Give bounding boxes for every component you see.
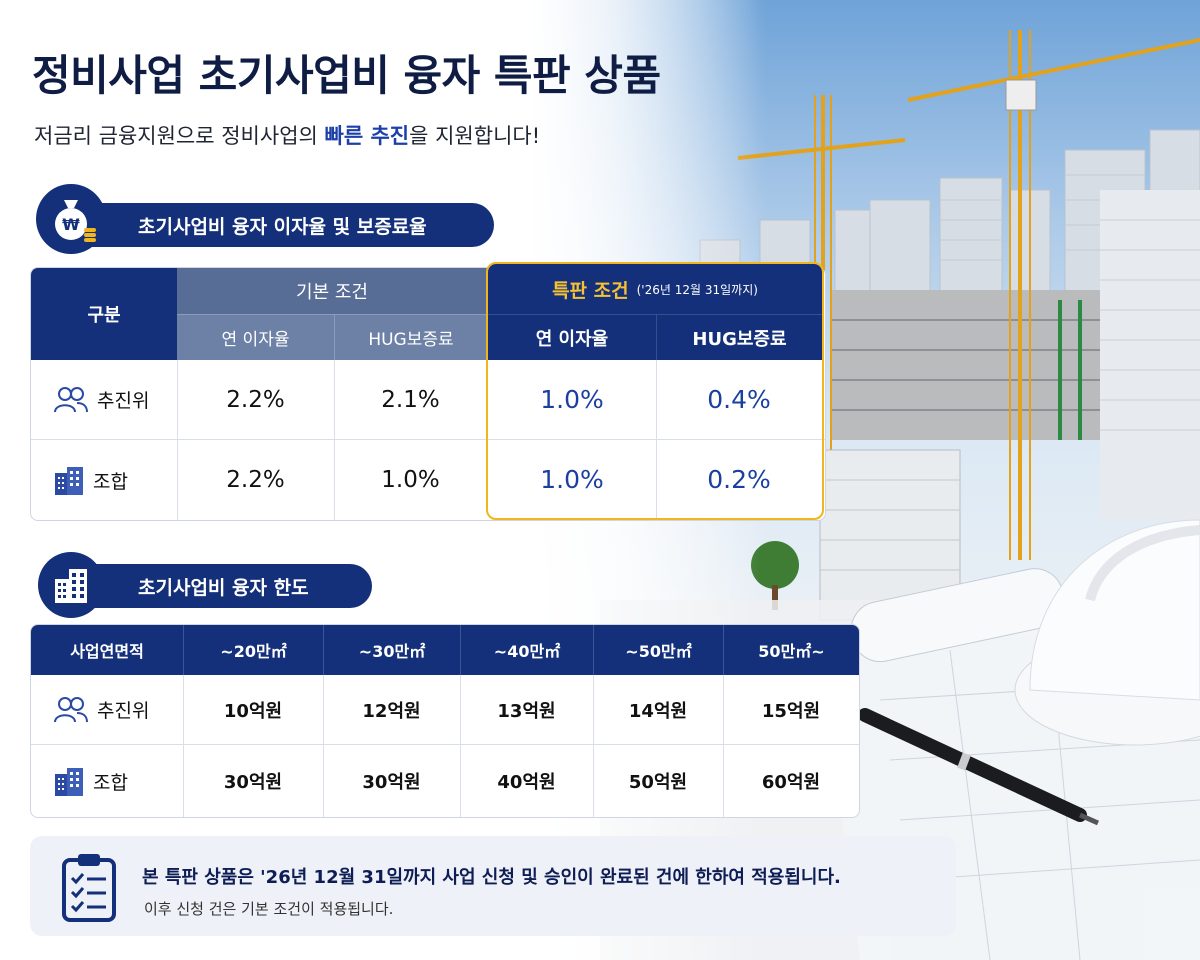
union-special-rate: 1.0% <box>540 464 604 494</box>
limit-value: 13억원 <box>497 700 556 722</box>
limit-header-area: 사업연면적 <box>31 625 183 675</box>
limit-header-40: ~40만㎡ <box>460 625 593 675</box>
building-icon <box>38 552 104 618</box>
money-bag-icon: ₩ <box>36 184 106 254</box>
header-special-rate: 연 이자율 <box>488 314 656 360</box>
limit-header-50: ~50만㎡ <box>593 625 723 675</box>
building-icon <box>55 467 83 495</box>
people-icon <box>54 386 88 412</box>
rate-row-union-label: 조합 <box>31 440 177 520</box>
limit-row-union-label: 조합 <box>31 745 183 817</box>
limit-value: 50억원 <box>628 772 688 793</box>
limit-value: 15억원 <box>761 700 821 722</box>
row-label: 추진위 <box>97 700 150 722</box>
limit-row-committee-label: 추진위 <box>31 675 183 744</box>
notice-sub-text: 이후 신청 건은 기본 조건이 적용됩니다. <box>144 900 394 918</box>
limit-value: 60억원 <box>761 772 821 793</box>
section1-title: 초기사업비 융자 이자율 및 보증료율 <box>138 215 427 238</box>
header-special-fee: HUG보증료 <box>656 314 822 360</box>
committee-special-fee: 0.4% <box>707 385 771 414</box>
subtitle-highlight: 빠른 추진 <box>324 124 410 148</box>
limit-value: 10억원 <box>223 700 283 722</box>
clipboard-checklist-icon <box>62 854 116 922</box>
limit-header-50plus: 50만㎡~ <box>723 625 859 675</box>
header-basic-group: 기본 조건 <box>177 268 487 314</box>
committee-basic-rate: 2.2% <box>226 386 285 413</box>
header-category: 구분 <box>31 268 177 360</box>
won-symbol: ₩ <box>62 215 80 234</box>
people-icon <box>54 696 88 722</box>
limit-value: 14억원 <box>628 700 688 722</box>
section2-title: 초기사업비 융자 한도 <box>138 576 309 599</box>
header-basic-rate: 연 이자율 <box>177 314 334 360</box>
notice-box: 본 특판 상품은 '26년 12월 31일까지 사업 신청 및 승인이 완료된 … <box>30 836 956 936</box>
special-condition-block: 특판 조건 ('26년 12월 31일까지) 연 이자율 HUG보증료 1.0%… <box>486 262 824 520</box>
page-subtitle: 저금리 금융지원으로 정비사업의 빠른 추진을 지원합니다! <box>34 120 540 150</box>
subtitle-prefix: 저금리 금융지원으로 정비사업의 <box>34 124 325 148</box>
limit-table: 사업연면적 ~20만㎡ ~30만㎡ ~40만㎡ ~50만㎡ 50만㎡~ 추진위 … <box>30 624 860 818</box>
committee-basic-fee: 2.1% <box>381 386 440 413</box>
special-group-label: 특판 조건 <box>552 279 629 302</box>
limit-value: 30억원 <box>362 772 421 793</box>
page-title: 정비사업 초기사업비 융자 특판 상품 <box>32 51 661 100</box>
row-label: 추진위 <box>97 390 150 412</box>
committee-special-rate: 1.0% <box>540 385 604 414</box>
notice-main-text: 본 특판 상품은 '26년 12월 31일까지 사업 신청 및 승인이 완료된 … <box>142 867 841 888</box>
header-special-group: 특판 조건 ('26년 12월 31일까지) <box>488 264 822 314</box>
union-basic-fee: 1.0% <box>381 467 440 493</box>
union-special-fee: 0.2% <box>707 464 771 494</box>
limit-value: 12억원 <box>362 700 421 722</box>
building-icon <box>55 768 83 796</box>
limit-value: 30억원 <box>223 772 283 793</box>
special-group-note: ('26년 12월 31일까지) <box>636 282 758 297</box>
limit-header-20: ~20만㎡ <box>183 625 323 675</box>
limit-value: 40억원 <box>497 772 556 793</box>
subtitle-suffix: 을 지원합니다! <box>409 124 541 148</box>
row-label: 조합 <box>93 771 128 794</box>
limit-header-30: ~30만㎡ <box>323 625 460 675</box>
section1-title-pill: 초기사업비 융자 이자율 및 보증료율 <box>46 203 494 247</box>
union-basic-rate: 2.2% <box>226 467 285 493</box>
row-label: 조합 <box>93 470 128 493</box>
header-basic-fee: HUG보증료 <box>334 314 487 360</box>
rate-row-committee-label: 추진위 <box>31 360 177 439</box>
